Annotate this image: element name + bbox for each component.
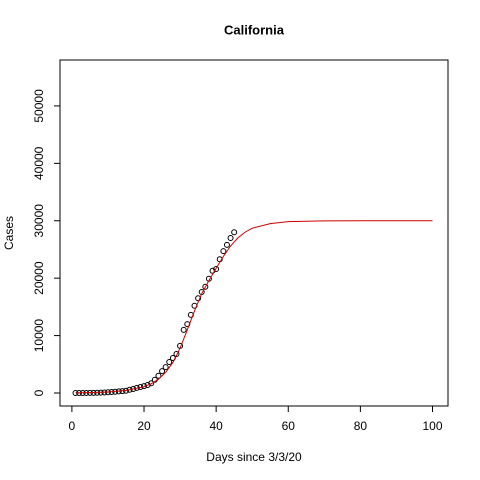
x-tick-label: 0 <box>69 419 76 433</box>
y-tick-label: 20000 <box>32 261 46 295</box>
y-tick-label: 50000 <box>32 89 46 123</box>
y-tick-label: 10000 <box>32 319 46 353</box>
chart-title: California <box>224 22 285 37</box>
y-axis-label: Cases <box>2 216 16 250</box>
data-point <box>220 248 227 255</box>
x-tick-label: 20 <box>137 419 151 433</box>
x-tick-label: 80 <box>354 419 368 433</box>
data-point <box>144 381 151 388</box>
data-point <box>166 358 173 365</box>
data-point <box>159 368 166 375</box>
x-tick-label: 60 <box>282 419 296 433</box>
data-point <box>227 234 234 241</box>
x-tick-label: 40 <box>209 419 223 433</box>
fit-line <box>75 220 433 394</box>
plot-box <box>59 59 449 407</box>
data-point <box>213 265 220 272</box>
x-tick-label: 100 <box>422 419 442 433</box>
data-point <box>223 241 230 248</box>
x-axis-label: Days since 3/3/20 <box>206 450 302 464</box>
data-point <box>162 364 169 371</box>
data-point <box>155 372 162 379</box>
y-tick-label: 0 <box>32 389 46 396</box>
y-tick-label: 30000 <box>32 204 46 238</box>
data-point <box>202 283 209 290</box>
data-point <box>180 326 187 333</box>
data-point <box>231 229 238 236</box>
y-tick-label: 40000 <box>32 146 46 180</box>
data-point <box>195 295 202 302</box>
data-point <box>148 380 155 387</box>
